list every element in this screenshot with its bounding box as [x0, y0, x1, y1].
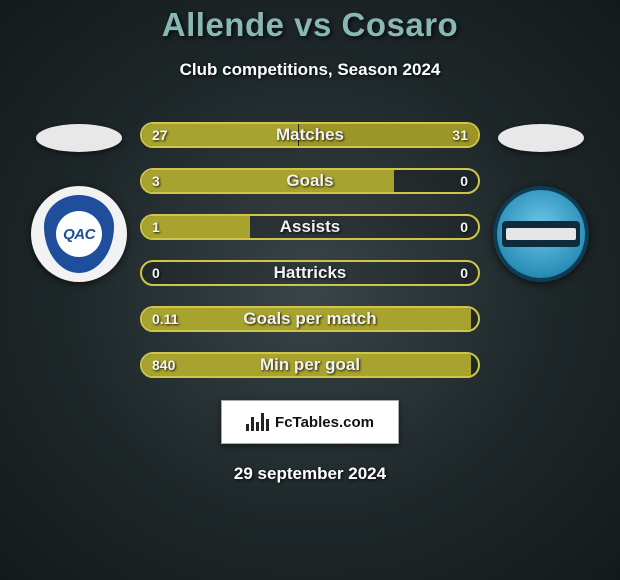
stat-value-left: 0 [152, 265, 160, 281]
stat-label: Goals [286, 171, 333, 191]
stat-value-left: 0.11 [152, 311, 178, 327]
stat-bar: 1 0 Assists [140, 214, 480, 240]
player-right-avatar-placeholder [498, 124, 584, 152]
stat-bar: 3 0 Goals [140, 168, 480, 194]
fctables-icon [246, 413, 269, 431]
stat-bar: 27 31 Matches [140, 122, 480, 148]
stat-label: Goals per match [243, 309, 376, 329]
player-right-column [494, 122, 588, 282]
stat-value-right: 31 [452, 127, 468, 143]
stat-value-right: 0 [460, 219, 468, 235]
stat-bar: 0 0 Hattricks [140, 260, 480, 286]
comparison-card: Allende vs Cosaro Club competitions, Sea… [0, 0, 620, 484]
stat-value-left: 27 [152, 127, 168, 143]
club-badge-right-stripe [502, 221, 580, 247]
stat-value-left: 3 [152, 173, 160, 189]
club-badge-left-shield: QAC [44, 195, 114, 273]
stat-bar: 840 Min per goal [140, 352, 480, 378]
club-badge-right-stripe-inner [506, 228, 576, 240]
comparison-body: QAC 27 31 Matches 3 0 Goals 1 0 Assists 0 0 Hattric… [0, 122, 620, 378]
club-badge-left-text: QAC [56, 211, 102, 257]
stat-bars: 27 31 Matches 3 0 Goals 1 0 Assists 0 0 Hattricks 0.… [140, 122, 480, 378]
source-badge-text: FcTables.com [275, 414, 374, 431]
club-badge-left: QAC [31, 186, 127, 282]
stat-label: Assists [280, 217, 340, 237]
page-title: Allende vs Cosaro [162, 6, 458, 44]
subtitle: Club competitions, Season 2024 [180, 60, 441, 80]
date-label: 29 september 2024 [234, 464, 386, 484]
club-badge-right [493, 186, 589, 282]
stat-bar-left-fill [142, 170, 394, 192]
stat-value-left: 1 [152, 219, 160, 235]
stat-bar: 0.11 Goals per match [140, 306, 480, 332]
player-left-column: QAC [32, 122, 126, 282]
stat-label: Matches [276, 125, 344, 145]
stat-value-left: 840 [152, 357, 175, 373]
player-left-avatar-placeholder [36, 124, 122, 152]
stat-value-right: 0 [460, 265, 468, 281]
source-badge: FcTables.com [221, 400, 399, 444]
stat-label: Hattricks [274, 263, 347, 283]
stat-label: Min per goal [260, 355, 360, 375]
stat-value-right: 0 [460, 173, 468, 189]
